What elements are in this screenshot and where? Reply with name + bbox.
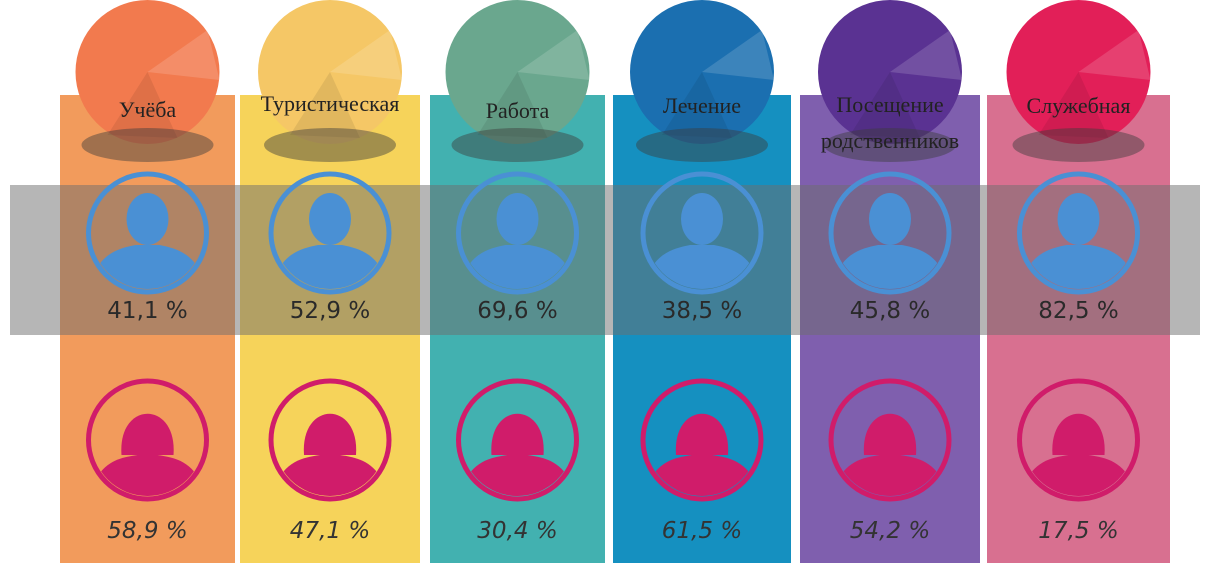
icon-ring (456, 171, 579, 295)
ball (445, 0, 590, 144)
hair (863, 413, 917, 455)
icon-ring (86, 171, 209, 295)
icon-ring (1017, 378, 1140, 502)
male-percent: 52,9 % (290, 298, 370, 324)
category-label: Лечение (663, 93, 741, 118)
male-percent: 82,5 % (1038, 298, 1118, 324)
head (126, 193, 169, 245)
hair (121, 413, 174, 455)
icon-ring (268, 378, 392, 502)
ball-facet (330, 30, 402, 80)
hair (491, 413, 544, 455)
ball (1006, 0, 1151, 144)
ball-facet (147, 30, 220, 80)
female-percent: 54,2 % (850, 518, 930, 544)
female-percent: 61,5 % (662, 518, 742, 544)
category-label: Работа (486, 98, 550, 123)
hair (303, 413, 357, 455)
icon-ring (640, 378, 764, 502)
icon-ring (86, 378, 209, 502)
shadow (451, 128, 584, 162)
female-percent: 47,1 % (290, 518, 370, 544)
head (869, 193, 911, 245)
ball (630, 0, 774, 144)
ball-facet (850, 72, 920, 138)
male-percent: 41,1 % (107, 298, 187, 324)
female-percent: 30,4 % (477, 518, 557, 544)
ball-facet (107, 72, 178, 138)
ball-facet (1038, 72, 1109, 138)
head (309, 193, 351, 245)
female-percent: 58,9 % (107, 518, 187, 544)
female-percent: 17,5 % (1038, 518, 1118, 544)
hair (675, 413, 729, 455)
category-label: Посещение (836, 92, 943, 117)
ball-facet (290, 72, 360, 138)
head (496, 193, 539, 245)
ball-facet (477, 72, 548, 138)
icon-ring (1017, 171, 1140, 295)
shadow (81, 128, 214, 162)
icon-ring (456, 378, 579, 502)
category-label: Служебная (1027, 93, 1131, 118)
male-percent: 38,5 % (662, 298, 742, 324)
ball-facet (890, 30, 962, 80)
ball-facet (517, 30, 590, 80)
ball (258, 0, 402, 144)
category-label: Туристическая (261, 91, 400, 116)
highlight-band (10, 185, 1200, 335)
shadow (264, 128, 396, 162)
male-percent: 45,8 % (850, 298, 930, 324)
head (1057, 193, 1100, 245)
icon-ring (828, 171, 952, 295)
shadow (1012, 128, 1145, 162)
icon-ring (268, 171, 392, 295)
ball (818, 0, 962, 144)
shadow (824, 128, 956, 162)
head (681, 193, 723, 245)
icon-ring (828, 378, 952, 502)
category-label: родственников (821, 128, 959, 153)
ball-facet (1078, 30, 1151, 80)
shadow (636, 128, 768, 162)
hair (1052, 413, 1105, 455)
category-label: Учёба (119, 97, 177, 122)
ball-facet (662, 72, 732, 138)
male-percent: 69,6 % (477, 298, 557, 324)
ball-facet (702, 30, 774, 80)
icon-ring (640, 171, 764, 295)
ball (75, 0, 220, 144)
